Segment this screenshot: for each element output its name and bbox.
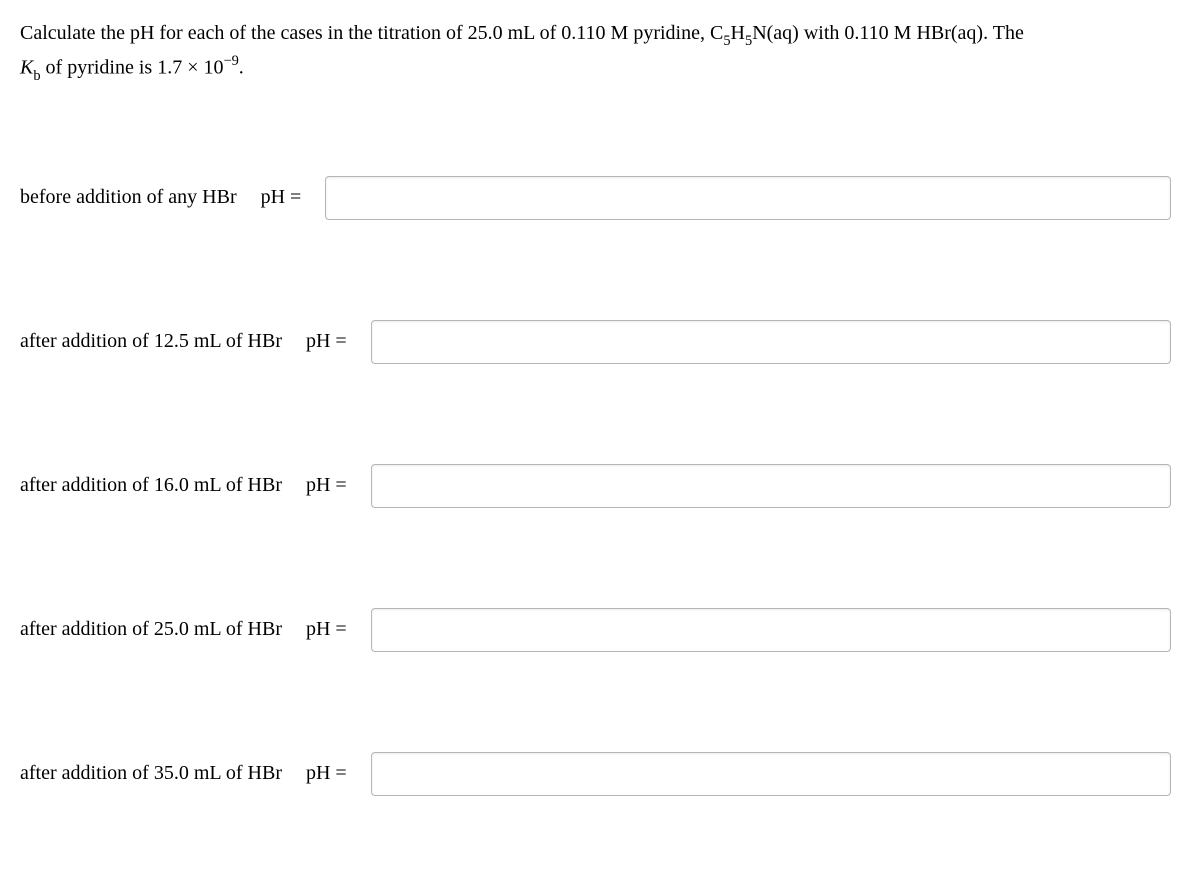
problem-text-part: . — [239, 56, 244, 78]
ph-label: pH = — [306, 330, 347, 353]
problem-text-part: Calculate the pH for each of the cases i… — [20, 22, 723, 44]
ph-input[interactable] — [325, 176, 1171, 220]
answer-row: after addition of 16.0 mL of HBr pH = — [20, 464, 1171, 508]
ph-label: pH = — [261, 186, 302, 209]
ph-label: pH = — [306, 762, 347, 785]
ph-input[interactable] — [371, 464, 1171, 508]
ph-input[interactable] — [371, 320, 1171, 364]
answer-row: after addition of 25.0 mL of HBr pH = — [20, 608, 1171, 652]
superscript: −9 — [223, 53, 238, 69]
problem-text-part: of pyridine is 1.7 × 10 — [41, 56, 224, 78]
subscript: 5 — [745, 33, 752, 49]
subscript: b — [33, 68, 40, 84]
ph-label: pH = — [306, 618, 347, 641]
row-label: after addition of 35.0 mL of HBr — [20, 762, 282, 785]
row-label: after addition of 12.5 mL of HBr — [20, 330, 282, 353]
answer-rows: before addition of any HBr pH = after ad… — [20, 176, 1171, 796]
problem-statement: Calculate the pH for each of the cases i… — [20, 18, 1171, 86]
ph-input[interactable] — [371, 752, 1171, 796]
problem-text-part: H — [731, 22, 745, 44]
row-label: after addition of 16.0 mL of HBr — [20, 474, 282, 497]
kb-symbol: K — [20, 56, 33, 78]
answer-row: after addition of 12.5 mL of HBr pH = — [20, 320, 1171, 364]
subscript: 5 — [723, 33, 730, 49]
answer-row: before addition of any HBr pH = — [20, 176, 1171, 220]
ph-label: pH = — [306, 474, 347, 497]
ph-input[interactable] — [371, 608, 1171, 652]
problem-text-part: N(aq) with 0.110 M HBr(aq). The — [752, 22, 1024, 44]
row-label: before addition of any HBr — [20, 186, 237, 209]
answer-row: after addition of 35.0 mL of HBr pH = — [20, 752, 1171, 796]
row-label: after addition of 25.0 mL of HBr — [20, 618, 282, 641]
